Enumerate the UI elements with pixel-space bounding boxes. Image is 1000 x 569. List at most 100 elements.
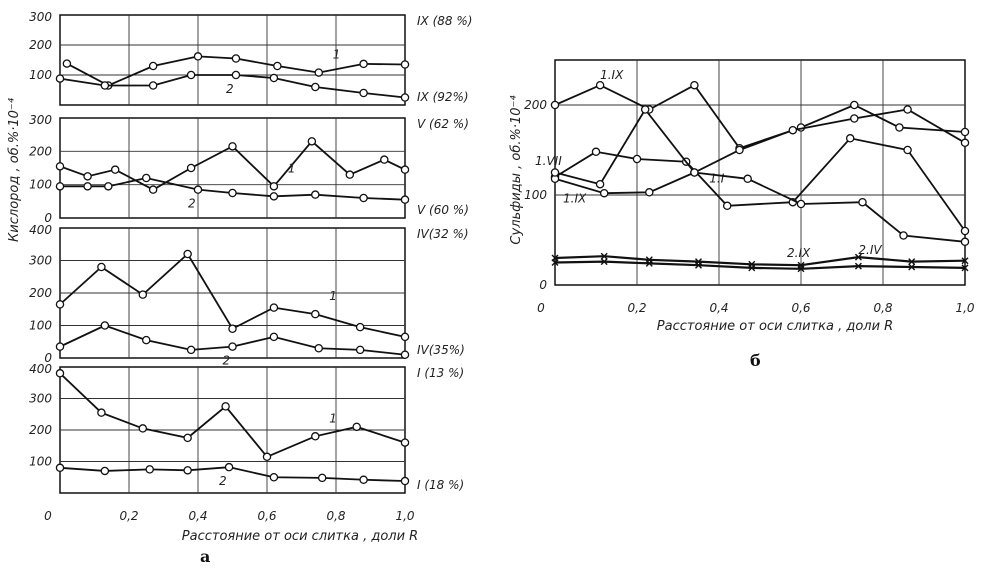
y-tick-label: 100	[29, 178, 52, 192]
x-tick-label: 1,0	[955, 301, 974, 315]
data-point	[55, 463, 65, 473]
data-point	[269, 182, 279, 191]
y-tick-label: 200	[29, 144, 52, 158]
data-point	[138, 424, 148, 433]
x-tick-label: 1,0	[395, 509, 414, 523]
subplot-1: 300 200 100 1 2 IX (88 %) IX (92%)	[29, 10, 472, 106]
series-2: 2	[55, 173, 410, 211]
data-point	[193, 185, 203, 194]
data-point	[83, 182, 92, 191]
y-tick-label: 200	[29, 423, 52, 437]
data-point	[599, 188, 609, 198]
cross-stroke	[961, 257, 969, 265]
data-point	[788, 125, 798, 135]
data-point	[141, 173, 151, 183]
data-point	[314, 68, 323, 77]
data-point	[317, 473, 327, 483]
cross-stroke	[600, 252, 608, 260]
data-point	[400, 165, 410, 174]
series-label: 1.IX	[563, 192, 587, 206]
data-point	[138, 290, 148, 299]
series-line	[60, 177, 406, 201]
data-point	[345, 170, 355, 179]
data-point	[224, 462, 234, 472]
data-point	[55, 182, 65, 191]
series-2: 2	[55, 70, 410, 102]
data-point	[186, 70, 196, 80]
x-tick-label: 0,4	[709, 301, 728, 315]
cross-stroke	[908, 263, 916, 271]
data-point	[895, 123, 904, 132]
subplot-frame	[59, 14, 406, 106]
y-tick-label: 400	[29, 362, 52, 376]
data-point	[100, 321, 110, 330]
series-label: 2.IV	[858, 243, 882, 257]
panel-b-letter: б	[750, 351, 761, 370]
data-point	[55, 162, 65, 171]
data-point	[722, 201, 732, 211]
data-point	[148, 61, 158, 71]
cross-stroke	[645, 259, 653, 267]
data-point	[595, 179, 605, 189]
data-point	[307, 137, 317, 146]
data-point	[269, 192, 279, 201]
series-line	[554, 108, 966, 195]
data-point	[311, 82, 320, 92]
data-point	[903, 105, 912, 114]
data-point	[269, 73, 279, 83]
series-label: 1.IX	[600, 68, 624, 82]
cross-stroke	[797, 265, 805, 273]
series-1: 1	[55, 369, 410, 462]
y-tick-label: 200	[29, 286, 52, 300]
curve-number-label: 2	[223, 354, 231, 368]
data-point	[645, 259, 653, 267]
data-point	[550, 100, 560, 110]
right-label-top: V (62 %)	[417, 117, 469, 131]
data-point	[269, 332, 279, 342]
right-label-top: I (13 %)	[417, 366, 464, 380]
data-point	[359, 59, 368, 69]
data-point	[690, 168, 699, 177]
data-point	[400, 195, 410, 204]
data-point	[854, 262, 862, 270]
data-point	[97, 262, 106, 272]
data-point	[400, 93, 410, 102]
data-point	[355, 322, 365, 332]
y-tick-label: 300	[29, 392, 52, 406]
data-point	[551, 259, 559, 266]
data-point	[845, 134, 855, 143]
y-tick-label: 0	[539, 278, 547, 292]
data-point	[796, 199, 806, 209]
cross-stroke	[854, 253, 862, 261]
data-point	[854, 253, 862, 261]
data-point	[850, 100, 859, 110]
data-point	[231, 54, 241, 63]
data-point	[595, 80, 605, 90]
data-point	[262, 452, 272, 462]
right-label-top: IV(32 %)	[417, 227, 469, 241]
y-tick-label: 100	[29, 319, 52, 333]
series-1: 1	[55, 137, 410, 194]
x-axis-label: Расстояние от оси слитка , доли R	[182, 529, 418, 544]
cross-stroke	[748, 264, 756, 272]
series-line	[554, 84, 966, 150]
data-point	[645, 188, 654, 197]
right-label-bottom: IV(35%)	[417, 343, 465, 357]
data-point	[183, 466, 192, 475]
curve-number-label: 1	[329, 411, 337, 425]
series-line	[59, 372, 406, 458]
cross-stroke	[908, 258, 916, 266]
data-point	[311, 432, 320, 441]
y-tick-label: 100	[29, 455, 52, 469]
series-line	[554, 255, 966, 267]
data-point	[359, 475, 368, 485]
cross-stroke	[695, 261, 702, 269]
data-point	[908, 263, 916, 271]
data-point	[55, 300, 65, 309]
data-point	[961, 257, 969, 265]
curve-number-label: 2	[219, 474, 227, 488]
data-point	[695, 261, 702, 269]
data-point	[183, 249, 192, 259]
data-point	[735, 145, 744, 155]
